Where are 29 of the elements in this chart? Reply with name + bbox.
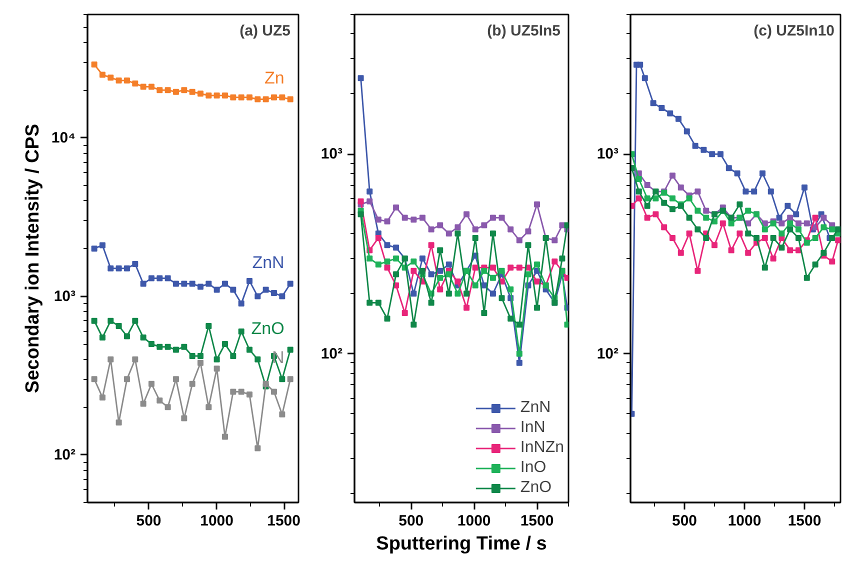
x-tick-label: 1500 — [788, 512, 822, 530]
y-tick-label: 10⁴ — [51, 129, 76, 146]
x-tick-label: 1500 — [520, 512, 554, 530]
x-tick-label: 500 — [672, 512, 698, 530]
x-tick-label: 1000 — [200, 512, 234, 530]
y-tick-label: 10³ — [320, 146, 343, 163]
x-axis-title: Sputtering Time / s — [376, 534, 547, 554]
y-tick-label: 10² — [54, 446, 76, 464]
series-label: ZnN — [252, 252, 284, 272]
series-label: ZnO — [251, 318, 284, 338]
legend-label: InNZn — [520, 439, 564, 457]
text: (b) UZ5In5 — [487, 22, 561, 40]
y-tick-label: 10³ — [54, 288, 76, 305]
x-tick-label: 1500 — [267, 512, 301, 530]
series-label: Zn — [264, 68, 284, 88]
legend-label: InN — [520, 419, 546, 437]
y-axis-title: Secondary ion Intensity / CPS — [22, 124, 44, 394]
x-tick-label: 1000 — [457, 512, 491, 530]
x-tick-label: 1000 — [728, 512, 762, 530]
y-tick-label: 10² — [596, 345, 619, 362]
x-tick-label: 500 — [398, 512, 424, 530]
y-tick-label: 10³ — [596, 146, 619, 163]
text: (a) UZ5 — [240, 22, 291, 40]
legend-label: InO — [520, 459, 546, 477]
legend-label: ZnN — [520, 399, 551, 417]
legend-label: ZnO — [520, 479, 552, 497]
y-tick-label: 10² — [320, 345, 343, 362]
x-tick-label: 500 — [136, 512, 162, 530]
text: (c) UZ5In10 — [754, 22, 835, 40]
